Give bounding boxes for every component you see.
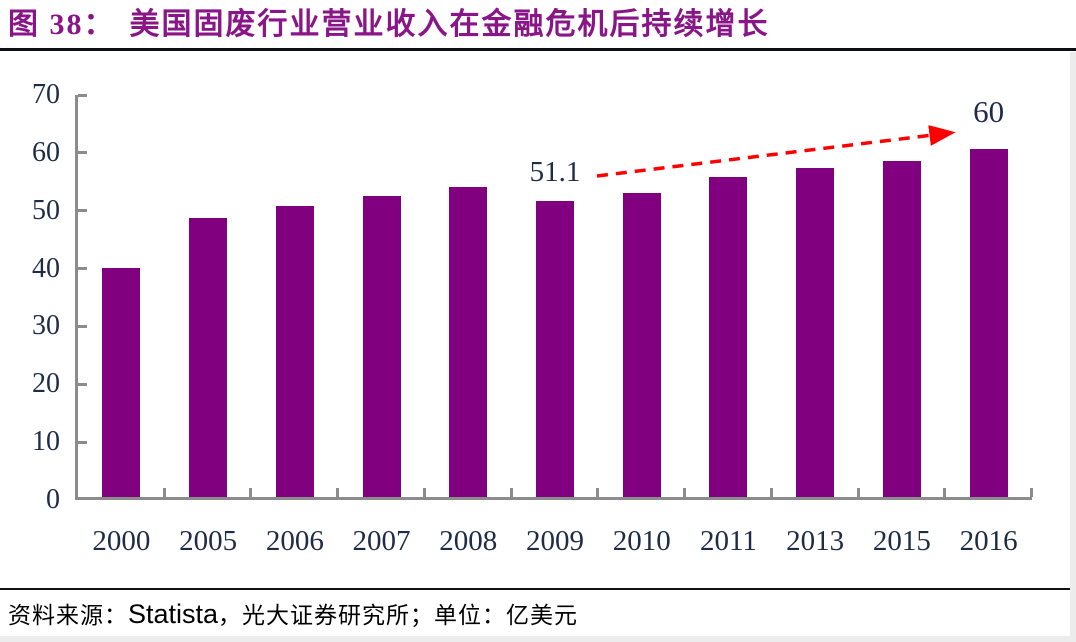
y-tick-label-70: 70 [32, 79, 60, 110]
x-axis-tick [596, 488, 600, 497]
source-label: 资料来源： [8, 603, 128, 628]
bar-2000 [102, 268, 141, 497]
title-divider [0, 48, 1076, 51]
bar-2009 [536, 201, 574, 497]
bar-chart: 0 10 20 30 40 50 60 70 51.1 60 2000 2005 2006 2007 2… [0, 60, 1076, 590]
x-tick-label-2010: 2010 [612, 525, 671, 557]
x-tick-label-2009: 2009 [526, 525, 584, 557]
bar-2011 [709, 177, 748, 497]
x-axis-tick [336, 488, 340, 497]
y-axis-tick [78, 93, 87, 97]
bar-2008 [449, 187, 488, 497]
x-axis-tick [509, 488, 513, 497]
x-axis-tick [769, 488, 773, 497]
footer-divider [0, 588, 1076, 590]
x-tick-label-2008: 2008 [439, 525, 498, 557]
bar-2005 [189, 218, 228, 497]
x-tick-label-2007: 2007 [352, 525, 411, 557]
y-tick-label-40: 40 [32, 252, 60, 284]
bar-2016 [969, 149, 1008, 497]
source-suffix: ，光大证券研究所；单位：亿美元 [218, 603, 579, 628]
y-axis-tick [78, 440, 87, 444]
y-tick-label-0: 0 [46, 484, 60, 515]
x-axis-tick-labels: 2000 2005 2006 2007 2008 2009 2010 2011 2013 2015… [0, 526, 1076, 560]
y-tick-label-30: 30 [32, 310, 60, 342]
x-tick-label-2006: 2006 [265, 525, 324, 557]
y-axis-tick-labels: 0 10 20 30 40 50 60 70 [0, 60, 62, 590]
figure-number: 图 38： [8, 8, 116, 41]
bar-2010 [622, 193, 661, 497]
x-axis-tick [162, 488, 166, 497]
bar-2007 [362, 196, 401, 497]
x-axis-tick [683, 488, 687, 497]
x-axis-tick [856, 488, 860, 497]
x-tick-label-2013: 2013 [786, 525, 845, 557]
x-tick-label-2000: 2000 [92, 525, 151, 557]
y-tick-label-20: 20 [32, 368, 60, 400]
y-axis-tick [78, 151, 87, 155]
x-axis-tick [943, 488, 947, 497]
x-tick-label-2016: 2016 [959, 525, 1018, 557]
data-label-2009: 51.1 [529, 156, 581, 188]
x-axis-tick [422, 488, 426, 497]
y-axis-tick [78, 382, 87, 386]
source-note: 资料来源：Statista，光大证券研究所；单位：亿美元 [8, 597, 1064, 633]
plot-area: 51.1 60 [75, 93, 1033, 500]
bar-2013 [796, 168, 835, 497]
x-tick-label-2011: 2011 [699, 525, 757, 557]
y-tick-label-50: 50 [32, 194, 60, 226]
y-tick-label-60: 60 [32, 136, 60, 168]
page-edge-right [1070, 52, 1076, 642]
y-axis-tick [78, 267, 87, 271]
y-axis-tick [78, 324, 87, 328]
bar-2015 [882, 161, 921, 497]
x-axis-tick [1030, 488, 1033, 497]
figure-title: 美国固废行业营业收入在金融危机后持续增长 [129, 8, 770, 41]
bar-2006 [275, 206, 314, 497]
figure-header: 图 38： 美国固废行业营业收入在金融危机后持续增长 [8, 5, 1064, 45]
page-edge-bottom [0, 636, 1076, 642]
x-tick-label-2015: 2015 [872, 525, 931, 557]
y-tick-label-10: 10 [32, 426, 60, 458]
x-axis-tick [249, 488, 253, 497]
data-label-2016: 60 [973, 94, 1005, 129]
x-tick-label-2005: 2005 [179, 525, 238, 557]
source-name: Statista [128, 599, 219, 629]
y-axis-tick [78, 209, 87, 213]
